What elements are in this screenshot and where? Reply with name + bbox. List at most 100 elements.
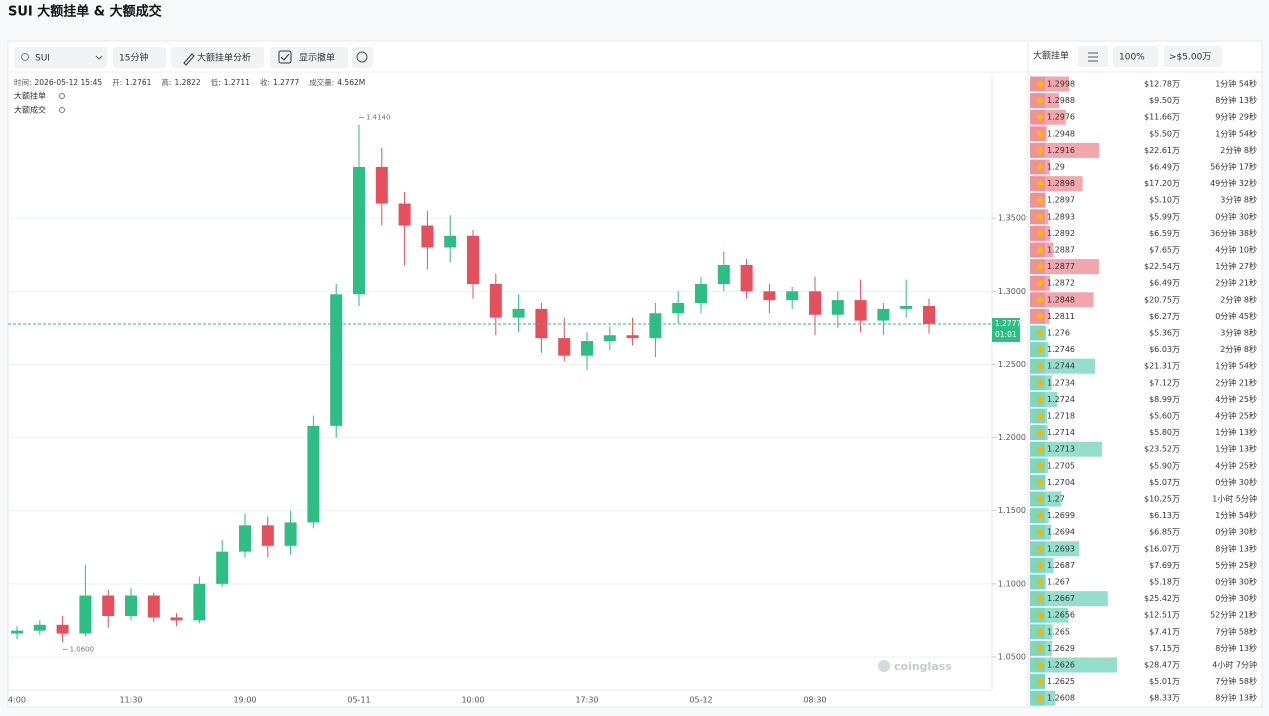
amount: $6.85万: [1149, 528, 1180, 537]
candle-body: [375, 167, 388, 204]
exchange-icon: [1036, 262, 1044, 271]
amount: $7.65万: [1149, 246, 1180, 255]
exchange-icon: [1036, 511, 1044, 520]
x-tick-label: 11:30: [119, 696, 142, 705]
amount: $5.90万: [1149, 461, 1180, 470]
annotation: 1.0600: [70, 645, 95, 653]
price: 1.2705: [1047, 461, 1075, 470]
candle-body: [809, 291, 821, 315]
age: 49分钟 32秒: [1210, 178, 1257, 188]
amount: $6.59万: [1149, 229, 1180, 238]
age: 1分钟 27秒: [1215, 261, 1257, 271]
amount: $21.31万: [1144, 362, 1180, 371]
depth-select[interactable]: [1113, 46, 1158, 67]
amount: $7.69万: [1149, 561, 1180, 570]
exchange-icon: [1036, 395, 1044, 404]
x-tick-label: 17:30: [575, 696, 598, 705]
age: 0分钟 45秒: [1215, 311, 1257, 321]
info-value: 4.562M: [337, 78, 365, 87]
book-title: 大额挂单: [1033, 50, 1069, 62]
exchange-icon: [1036, 661, 1044, 669]
amount-bar: [1030, 441, 1102, 457]
last-price: 1.2777: [995, 319, 1021, 328]
checkbox[interactable]: [278, 50, 292, 64]
y-tick-label: 1.0500: [998, 652, 1026, 661]
amount: $7.12万: [1149, 378, 1180, 387]
candle-body: [535, 308, 548, 339]
amount: $11.66万: [1144, 113, 1180, 122]
interval-select[interactable]: [113, 47, 166, 68]
candle-body: [831, 300, 844, 315]
age: 2分钟 21秒: [1215, 278, 1257, 288]
amount: $6.03万: [1149, 345, 1180, 354]
candle-body: [56, 624, 69, 634]
age: 0分钟 30秒: [1215, 211, 1257, 221]
info-value: 2026-05-12 15:45: [35, 78, 103, 87]
price: 1.2693: [1047, 544, 1075, 553]
candle-body: [672, 303, 685, 314]
price: 1.2625: [1047, 677, 1075, 686]
cancel-label: 显示撤单: [299, 52, 335, 64]
exchange-icon: [1036, 611, 1044, 620]
price: 1.2744: [1047, 362, 1075, 371]
exchange-icon: [1036, 378, 1044, 387]
age: 8分钟 13秒: [1215, 643, 1257, 653]
candle-body: [558, 338, 571, 356]
candle-body: [261, 525, 274, 546]
age: 1分钟 13秒: [1215, 444, 1257, 454]
exchange-icon: [1036, 96, 1044, 105]
exchange-icon: [1036, 578, 1044, 586]
y-tick-label: 1.1500: [998, 506, 1026, 515]
age: 1分钟 13秒: [1215, 427, 1257, 437]
price-tag: [992, 317, 1020, 342]
amount-bar: [1030, 93, 1060, 109]
price: 1.2988: [1047, 96, 1075, 105]
age: 1分钟 54秒: [1215, 79, 1257, 89]
eye-icon: [59, 93, 65, 99]
candle-body: [467, 235, 479, 285]
price: 1.2998: [1047, 80, 1075, 89]
candle-body: [193, 583, 206, 621]
amount: $9.50万: [1149, 96, 1180, 105]
filter-select[interactable]: [1164, 46, 1222, 67]
price: 1.2629: [1047, 644, 1075, 653]
amount: $5.60万: [1149, 412, 1180, 421]
exchange-icon: [1036, 445, 1044, 454]
exchange-icon: [1036, 179, 1044, 188]
candle-body: [102, 595, 115, 616]
x-tick-label: 05-11: [347, 696, 370, 705]
amount: $6.49万: [1149, 163, 1180, 172]
candle-body: [444, 235, 457, 248]
exchange-icon: [1036, 544, 1044, 553]
analysis-button[interactable]: [171, 47, 264, 68]
age: 4分钟 10秒: [1215, 245, 1257, 255]
exchange-icon: [1036, 279, 1044, 288]
age: 56分钟 17秒: [1210, 162, 1257, 172]
exchange-icon: [1036, 345, 1044, 354]
exchange-icon: [1036, 412, 1044, 420]
amount-bar: [1030, 607, 1069, 623]
candle-body: [763, 291, 776, 301]
amount: $7.15万: [1149, 644, 1180, 653]
symbol-select[interactable]: [14, 47, 107, 68]
candle-body: [147, 595, 160, 618]
price: 1.2892: [1047, 229, 1075, 238]
price: 1.2893: [1047, 212, 1075, 221]
price: 1.2704: [1047, 478, 1075, 487]
exchange-icon: [1036, 561, 1044, 570]
caret: [95, 55, 103, 60]
info-label: 成交量:: [309, 77, 334, 87]
settings-button[interactable]: [352, 47, 373, 68]
amount: $5.01万: [1149, 677, 1180, 686]
amount: $10.25万: [1144, 495, 1180, 504]
amount: $6.27万: [1149, 312, 1180, 321]
amount-bar: [1030, 259, 1099, 275]
amount-bar: [1030, 358, 1096, 374]
palette-icon: [356, 51, 368, 63]
exchange-icon: [1036, 528, 1044, 537]
candle-body: [923, 305, 935, 324]
amount-bar: [1030, 591, 1108, 607]
price: 1.2608: [1047, 694, 1075, 703]
exchange-icon: [1036, 428, 1044, 437]
x-tick-label: 19:00: [233, 696, 256, 705]
